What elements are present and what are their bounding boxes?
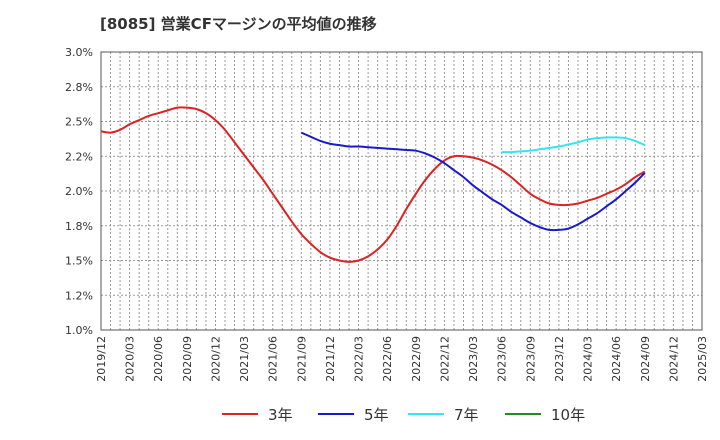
y-tick-label: 2.8% [65, 81, 93, 94]
y-tick-label: 2.2% [65, 150, 93, 163]
legend-label: 7年 [454, 405, 479, 424]
y-tick-labels: 1.0% 1.2% 1.5% 1.8% 2.0% 2.2% 2.5% 2.8% 3.0% [65, 46, 93, 337]
x-tick-label: 2020/06 [152, 336, 165, 382]
x-tick-label: 2024/03 [582, 336, 595, 382]
y-tick-label: 1.2% [65, 289, 93, 302]
legend-swatch [408, 413, 444, 415]
x-tick-label: 2022/06 [381, 336, 394, 382]
legend-item: 10年 [505, 402, 585, 426]
x-tick-label: 2023/06 [496, 336, 509, 382]
legend-label: 10年 [551, 405, 586, 424]
x-tick-label: 2019/12 [95, 336, 108, 382]
x-tick-label: 2024/12 [667, 336, 680, 382]
chart-title: [8085] 営業CFマージンの平均値の推移 [100, 15, 377, 33]
y-tick-label: 2.0% [65, 185, 93, 198]
x-tick-label: 2020/03 [124, 336, 137, 382]
y-tick-label: 3.0% [65, 46, 93, 59]
x-tick-label: 2020/09 [181, 336, 194, 382]
series-lines [100, 106, 646, 263]
x-tick-label: 2020/12 [209, 336, 222, 382]
grid-lines [101, 52, 702, 330]
x-tick-label: 2022/12 [438, 336, 451, 382]
x-tick-label: 2022/03 [353, 336, 366, 382]
x-tick-label: 2021/12 [324, 336, 337, 382]
x-tick-labels: 2019/12 2020/03 2020/06 2020/09 2020/12 2021/… [95, 336, 709, 382]
x-tick-label: 2025/03 [696, 336, 709, 382]
x-tick-label: 2024/06 [610, 336, 623, 382]
legend-item: 5年 [318, 402, 389, 426]
axes [100, 51, 703, 331]
series-line-3年 [100, 106, 646, 263]
legend-label: 5年 [364, 405, 389, 424]
legend-item: 7年 [408, 402, 479, 426]
legend-label: 3年 [268, 405, 293, 424]
series-line-5年 [300, 131, 646, 232]
legend: 3年 5年 7年 10年 [0, 402, 720, 426]
x-tick-label: 2021/06 [267, 336, 280, 382]
x-tick-label: 2023/12 [553, 336, 566, 382]
series-line-7年 [501, 136, 646, 154]
plot-frame [100, 51, 703, 331]
y-tick-label: 1.8% [65, 220, 93, 233]
x-tick-label: 2023/09 [524, 336, 537, 382]
x-tick-label: 2024/09 [639, 336, 652, 382]
legend-item: 3年 [222, 402, 293, 426]
x-tick-label: 2021/03 [238, 336, 251, 382]
y-tick-label: 2.5% [65, 116, 93, 129]
legend-swatch [222, 413, 258, 415]
x-tick-label: 2021/09 [295, 336, 308, 382]
x-tick-label: 2022/09 [410, 336, 423, 382]
legend-swatch [505, 413, 541, 415]
legend-swatch [318, 413, 354, 415]
y-tick-label: 1.0% [65, 324, 93, 337]
y-tick-label: 1.5% [65, 255, 93, 268]
x-tick-label: 2023/03 [467, 336, 480, 382]
